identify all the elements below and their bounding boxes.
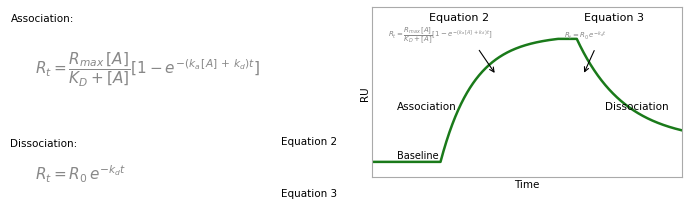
Text: Dissociation: Dissociation xyxy=(605,101,668,111)
Text: Association: Association xyxy=(397,101,457,111)
X-axis label: Time: Time xyxy=(514,179,540,189)
Text: Equation 2: Equation 2 xyxy=(281,137,338,147)
Text: Equation 3: Equation 3 xyxy=(281,188,338,198)
Text: Baseline: Baseline xyxy=(397,151,438,160)
Text: Equation 2: Equation 2 xyxy=(429,13,489,23)
Text: $R_t = \dfrac{R_{max}\,[A]}{K_D + [A]}\left[1 - e^{-(k_a\,[A]\,+\,k_d)t}\right]$: $R_t = \dfrac{R_{max}\,[A]}{K_D + [A]}\l… xyxy=(388,26,492,45)
Y-axis label: RU: RU xyxy=(360,85,370,100)
Text: $\mathit{R}_t = \dfrac{R_{max}\,[A]}{K_D + [A]}\left[1 - e^{-(k_a\,[A]\,+\,k_d)t: $\mathit{R}_t = \dfrac{R_{max}\,[A]}{K_D… xyxy=(35,50,260,88)
Text: Dissociation:: Dissociation: xyxy=(10,139,78,149)
Text: Equation 3: Equation 3 xyxy=(584,13,644,23)
Text: $R_t = R_0\,e^{-k_d t}$: $R_t = R_0\,e^{-k_d t}$ xyxy=(564,29,607,41)
Text: $\mathit{R}_t = R_0\,e^{-k_d t}$: $\mathit{R}_t = R_0\,e^{-k_d t}$ xyxy=(35,163,126,184)
Text: Association:: Association: xyxy=(10,14,74,24)
